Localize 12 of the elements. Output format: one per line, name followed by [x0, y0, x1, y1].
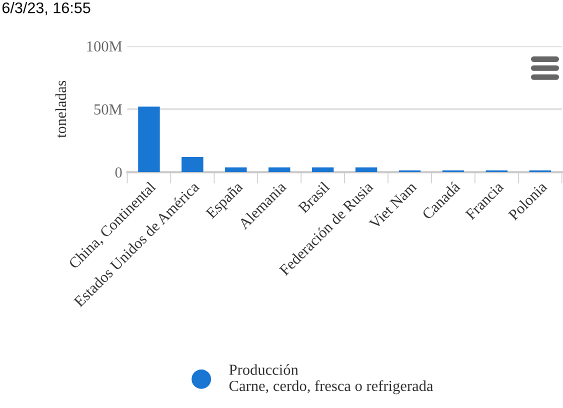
bar: [138, 106, 160, 172]
bar: [182, 157, 204, 172]
y-axis-title: toneladas: [55, 80, 66, 138]
y-tick-label: 0: [115, 167, 122, 178]
y-tick-label: 50M: [94, 104, 122, 115]
bar: [312, 167, 334, 172]
legend-label: Producción Carne, cerdo, fresca o refrigerada: [229, 364, 434, 394]
text: 6/3/23, 16:55: [2, 2, 90, 16]
bar: [225, 167, 247, 172]
bar: [268, 167, 290, 172]
bar: [355, 167, 378, 172]
y-tick-label: 100M: [87, 41, 122, 52]
